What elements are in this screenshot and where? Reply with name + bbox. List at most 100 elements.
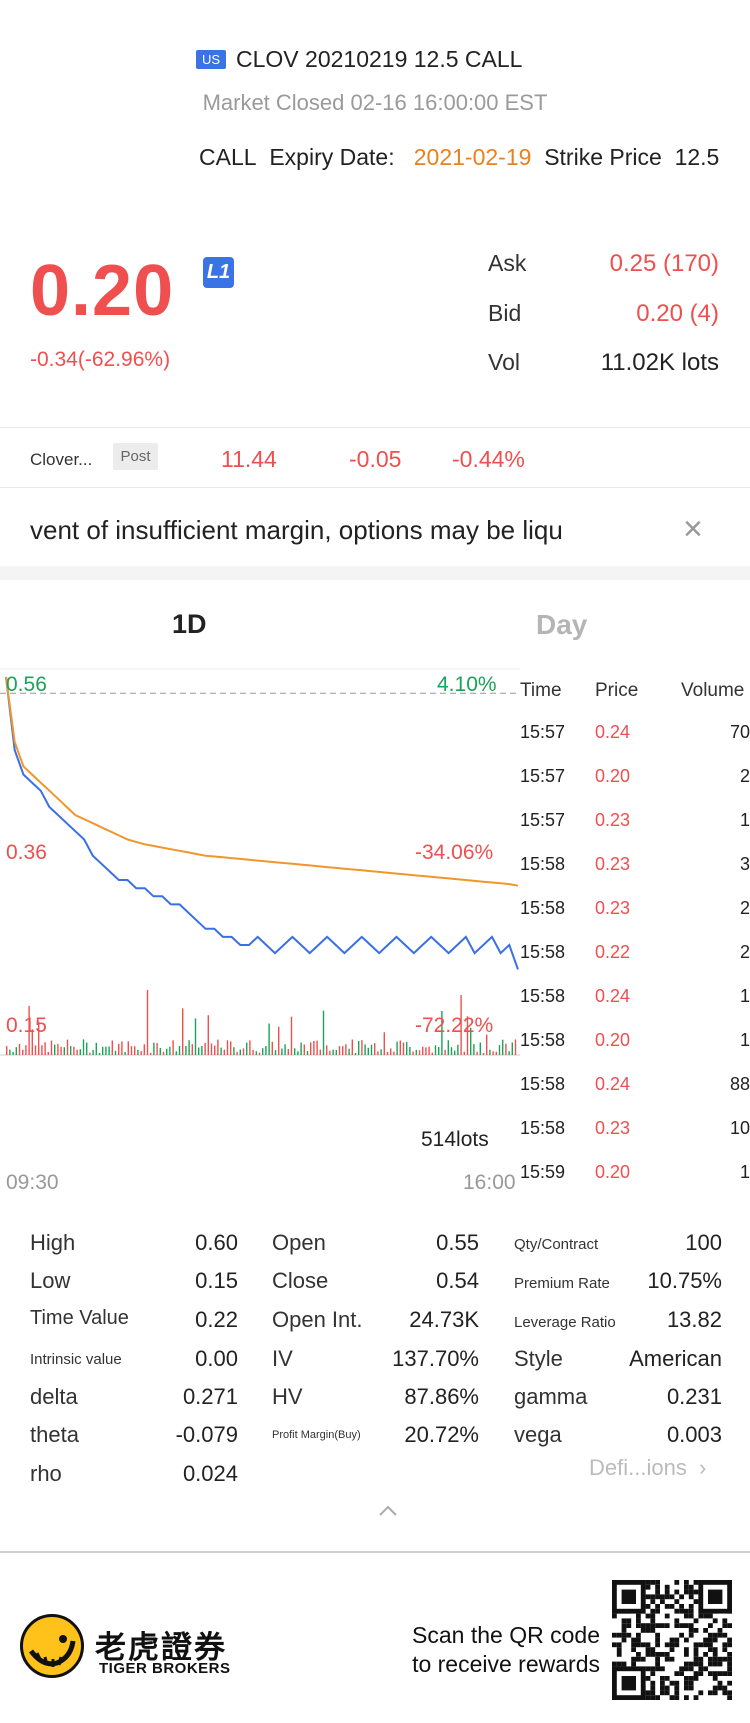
volume-bar	[92, 1050, 94, 1055]
volume-bar	[434, 1045, 437, 1055]
stat-value: 137.70%	[392, 1346, 479, 1371]
volume-bar	[159, 1048, 161, 1055]
volume-bar	[127, 1041, 129, 1055]
stat-label: gamma	[514, 1384, 588, 1409]
trade-price: 0.23	[595, 1118, 631, 1138]
table-row: 15:58 0.20 1	[520, 1030, 750, 1074]
column-header-time: Time	[520, 680, 562, 701]
volume-bar	[274, 1050, 277, 1055]
volume-bar	[22, 1049, 24, 1055]
stat-value: 0.271	[182, 1384, 238, 1409]
volume-bar	[319, 1049, 321, 1055]
volume-bar	[374, 1043, 376, 1055]
volume-bar	[412, 1051, 414, 1055]
volume-bar	[457, 1044, 459, 1055]
expiry-date: 2021-02-19	[413, 144, 532, 170]
close-icon[interactable]: ×	[683, 510, 703, 548]
trade-price: 0.22	[595, 942, 631, 962]
volume-bar	[38, 1021, 40, 1055]
stat-label: vega	[514, 1422, 562, 1447]
volume-bar	[393, 1051, 395, 1055]
x-start-label: 09:30	[6, 1171, 59, 1194]
option-type: CALL	[199, 144, 257, 170]
trade-price: 0.20	[595, 766, 631, 786]
volume-bar	[220, 1047, 222, 1055]
risk-notice[interactable]: vent of insufficient margin, options may…	[30, 515, 563, 545]
underlying-change-pct: -0.44%	[452, 446, 525, 472]
volume-bar	[297, 1051, 299, 1055]
volume-bar	[118, 1043, 120, 1055]
trade-price: 0.24	[595, 986, 631, 1006]
volume-bar	[156, 1043, 158, 1055]
level-badge[interactable]: L1	[203, 257, 234, 288]
average-price-line	[5, 676, 519, 887]
volume-bar	[390, 1048, 392, 1055]
volume-bar	[303, 1044, 305, 1055]
volume-bar	[406, 1042, 408, 1055]
volume-bar	[137, 1049, 139, 1055]
expiry-label: Expiry Date:	[269, 144, 395, 170]
tab-1d[interactable]: 1D	[172, 609, 207, 639]
volume-bar	[415, 1049, 417, 1055]
volume-bar	[63, 1047, 65, 1055]
trade-price: 0.23	[595, 898, 631, 918]
volume-bar	[172, 1040, 174, 1055]
stat-value: 0.54	[436, 1268, 479, 1293]
volume-bars	[6, 990, 517, 1055]
stat-value: 0.003	[666, 1422, 722, 1447]
volume-bar	[498, 1045, 501, 1055]
scan-text-line2: to receive rewards	[412, 1651, 600, 1677]
volume-bar	[335, 1050, 337, 1055]
stat-value: 24.73K	[409, 1307, 479, 1332]
volume-bar	[201, 1046, 203, 1055]
strike-label: Strike Price	[544, 144, 662, 170]
volume-bar	[438, 1047, 440, 1055]
volume-bar	[9, 1049, 11, 1055]
volume-bar	[89, 1052, 91, 1055]
volume-bar	[290, 1016, 293, 1055]
volume-bar	[502, 1039, 504, 1055]
page-title: CLOV 20210219 12.5 CALL	[236, 46, 523, 72]
table-row: 15:57 0.20 2	[520, 766, 750, 810]
volume-bar	[57, 1043, 59, 1055]
table-row: 15:57 0.24 70	[520, 722, 750, 766]
volume-bar	[44, 1042, 46, 1055]
trade-price: 0.20	[595, 1162, 631, 1182]
y-bot-label: 0.15	[6, 1014, 47, 1037]
brand-name-cn: 老虎證券	[95, 1630, 227, 1665]
footer-divider	[0, 1551, 750, 1553]
section-separator	[0, 566, 750, 580]
trade-volume: 1	[739, 810, 750, 830]
qr-code-icon[interactable]	[612, 1580, 732, 1700]
tab-day[interactable]: Day	[536, 609, 588, 640]
stat-value: 0.024	[182, 1461, 238, 1486]
stat-value: -0.079	[175, 1422, 238, 1447]
volume-bar	[114, 1050, 117, 1055]
stat-label: Open	[272, 1230, 326, 1255]
stat-label: Close	[272, 1268, 329, 1293]
volume-bar	[489, 1049, 491, 1055]
stat-value: 0.15	[195, 1268, 238, 1293]
volume-bar	[271, 1041, 273, 1055]
trade-price: 0.24	[595, 722, 631, 742]
volume-bar	[345, 1044, 347, 1055]
volume-bar	[50, 1040, 53, 1055]
trade-price: 0.23	[595, 854, 631, 874]
stat-value: 0.55	[436, 1230, 479, 1255]
definitions-link-label: Defi...ions	[589, 1455, 687, 1480]
column-header-volume: Volume	[681, 680, 745, 701]
volume-bar	[6, 1046, 8, 1055]
trade-time: 15:59	[520, 1162, 566, 1182]
volume-bar	[399, 1040, 401, 1055]
volume-bar	[479, 1042, 481, 1055]
vol-value: 11.02K lots	[600, 349, 719, 376]
stat-label: Intrinsic value	[30, 1351, 122, 1368]
intraday-chart[interactable]	[0, 665, 520, 1175]
definitions-link[interactable]: Defi...ions ›	[589, 1455, 706, 1481]
y-top-label: 0.56	[6, 673, 47, 696]
volume-bar	[82, 1039, 85, 1055]
volume-bar	[79, 1049, 81, 1055]
table-row: 15:58 0.23 3	[520, 854, 750, 898]
chevron-up-icon[interactable]	[378, 1505, 398, 1517]
volume-bar	[70, 1046, 72, 1055]
